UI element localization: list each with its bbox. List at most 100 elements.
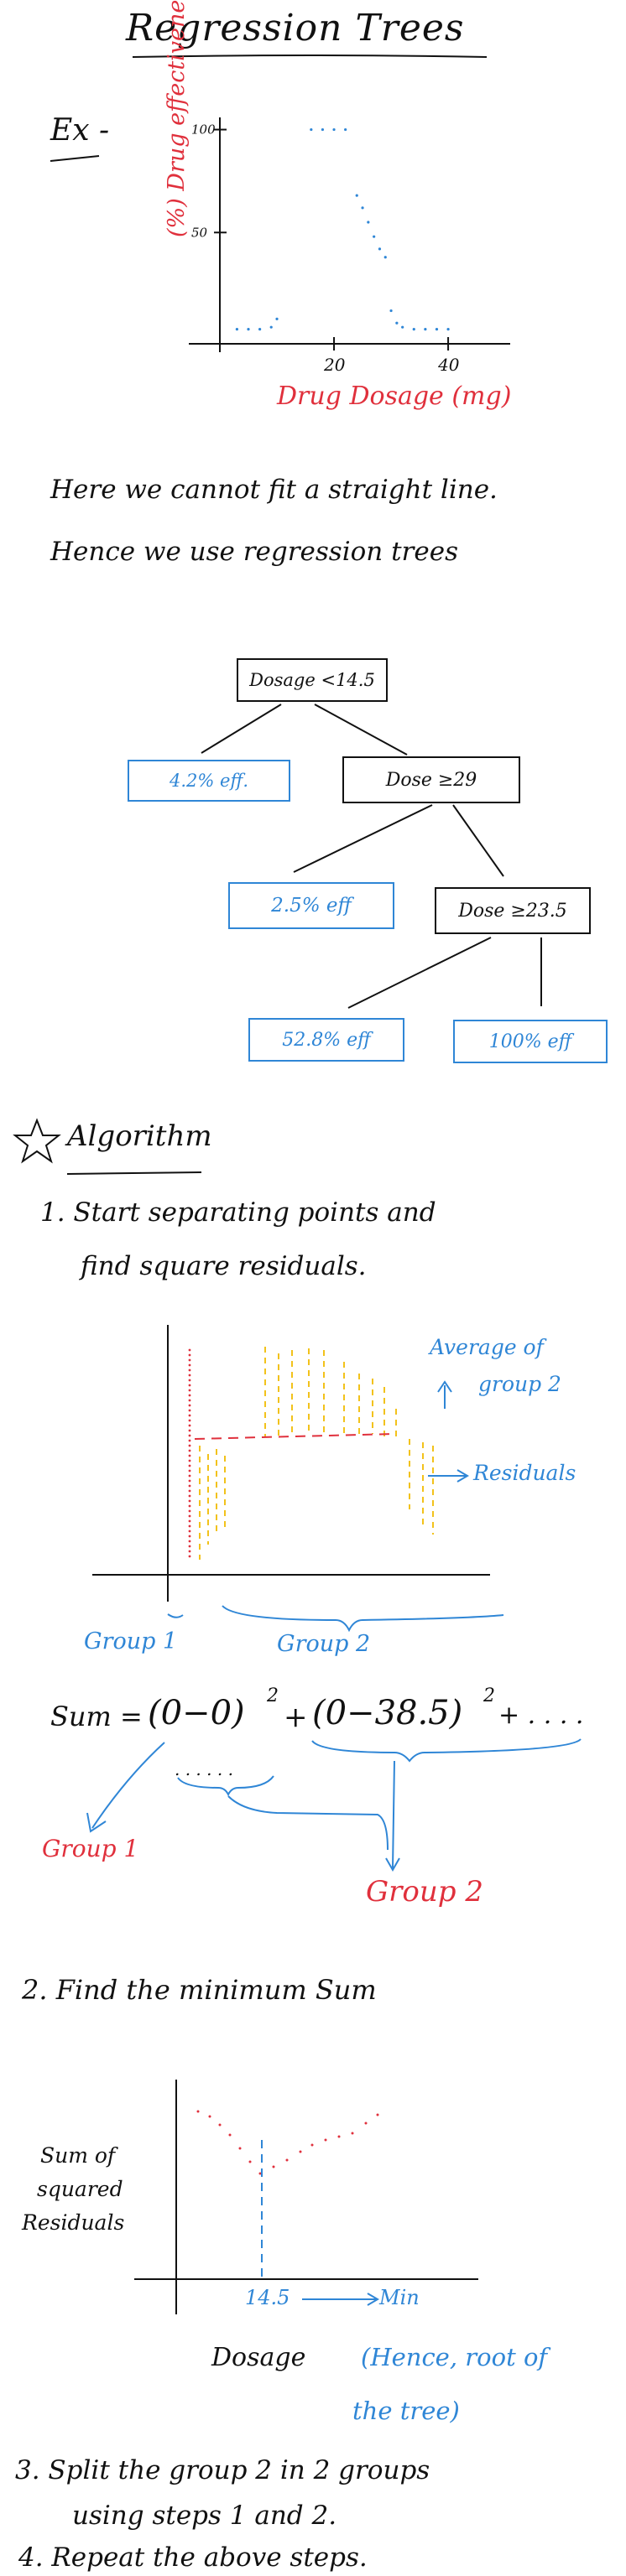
chart1-point bbox=[269, 325, 273, 329]
group1-point bbox=[188, 1434, 191, 1437]
ssr-point bbox=[376, 2113, 379, 2116]
chart1-point bbox=[446, 328, 450, 331]
example-label-underline bbox=[50, 155, 100, 162]
formula-dots: . . . . . . bbox=[175, 1759, 233, 1779]
ssr-point bbox=[196, 2110, 200, 2113]
chart1-x-tick-label: 40 bbox=[437, 355, 460, 375]
example-label: Ex - bbox=[50, 113, 110, 148]
tree-root-node: Dosage <14.5 bbox=[237, 658, 388, 702]
ssr-point bbox=[337, 2135, 341, 2138]
ssr-point bbox=[228, 2133, 232, 2137]
chart3-ylabel-line-3: Residuals bbox=[22, 2210, 125, 2235]
chart1-point bbox=[321, 127, 325, 132]
average-label-line-2: group 2 bbox=[478, 1372, 561, 1396]
group1-point bbox=[188, 1444, 191, 1447]
note-line-1: Here we cannot fit a straight line. bbox=[50, 475, 498, 505]
chart1-point bbox=[395, 321, 399, 325]
tree-edges bbox=[201, 704, 542, 1009]
chart1-point bbox=[424, 328, 427, 331]
chart3-note-line-1: (Hence, root of bbox=[361, 2343, 548, 2371]
title-underline bbox=[132, 55, 488, 58]
chart1-y-tick-label: 50 bbox=[191, 225, 208, 240]
group1-label: Group 1 bbox=[84, 1628, 178, 1654]
group1-point bbox=[188, 1459, 191, 1462]
formula-tail: + . . . . bbox=[498, 1701, 584, 1730]
ssr-point bbox=[238, 2147, 242, 2150]
group1-point bbox=[188, 1439, 191, 1442]
group1-point bbox=[188, 1424, 191, 1427]
group1-point bbox=[188, 1353, 191, 1357]
min-label: Min bbox=[379, 2286, 420, 2309]
residuals-chart bbox=[92, 1325, 504, 1633]
tree-rr-node: Dose ≥23.5 bbox=[435, 887, 591, 934]
chart1-point bbox=[332, 127, 336, 132]
group1-point bbox=[188, 1499, 191, 1503]
formula-annotations bbox=[86, 1738, 582, 1872]
chart1-xlabel: Drug Dosage (mg) bbox=[277, 382, 512, 411]
group1-point bbox=[188, 1409, 191, 1412]
chart1-point bbox=[378, 247, 382, 251]
group1-point bbox=[188, 1524, 191, 1528]
group1-point bbox=[188, 1429, 191, 1432]
ssr-point bbox=[364, 2122, 368, 2125]
chart1-point bbox=[435, 328, 439, 331]
chart1-point bbox=[247, 328, 250, 331]
group1-point bbox=[188, 1545, 191, 1548]
group1-point bbox=[188, 1474, 191, 1478]
group1-point bbox=[188, 1555, 191, 1558]
ssr-point bbox=[272, 2165, 275, 2168]
algorithm-heading: Algorithm bbox=[67, 1119, 212, 1153]
group1-point bbox=[188, 1479, 191, 1483]
group1-point bbox=[188, 1454, 191, 1457]
chart1-point bbox=[373, 235, 376, 238]
formula-term-1: (0−0) bbox=[148, 1694, 245, 1732]
group1-point bbox=[188, 1358, 191, 1362]
group1-point bbox=[188, 1469, 191, 1472]
group1-point bbox=[188, 1379, 191, 1382]
chart3-ylabel-line-2: squared bbox=[37, 2177, 123, 2201]
step3-line-1: 3. Split the group 2 in 2 groups bbox=[15, 2455, 430, 2485]
step1-line-2: find square residuals. bbox=[81, 1251, 367, 1281]
tree-rl-leaf: 2.5% eff bbox=[228, 882, 394, 929]
sum-squared-residuals-chart bbox=[134, 2080, 478, 2314]
tree-rrr-leaf: 100% eff bbox=[453, 1020, 608, 1063]
group1-point bbox=[188, 1449, 191, 1452]
chart1-point bbox=[401, 325, 404, 329]
group1-point bbox=[188, 1399, 191, 1402]
group1-point bbox=[188, 1484, 191, 1488]
ssr-point bbox=[218, 2123, 222, 2127]
ssr-point bbox=[324, 2138, 327, 2142]
star-outline-icon bbox=[13, 1118, 61, 1164]
group1-point bbox=[188, 1509, 191, 1513]
group2-label: Group 2 bbox=[277, 1631, 371, 1657]
ssr-point bbox=[248, 2160, 252, 2163]
chart3-ylabel-line-1: Sum of bbox=[40, 2143, 116, 2168]
step4-text: 4. Repeat the above steps. bbox=[18, 2542, 368, 2573]
group1-point bbox=[188, 1363, 191, 1367]
formula-lhs: Sum = bbox=[50, 1701, 143, 1732]
algorithm-underline bbox=[66, 1171, 202, 1175]
formula-term-2: (0−38.5) bbox=[312, 1694, 463, 1732]
note-line-2: Hence we use regression trees bbox=[50, 537, 458, 567]
chart1-point bbox=[275, 317, 279, 320]
chart1-point bbox=[355, 194, 358, 197]
group1-point bbox=[188, 1368, 191, 1372]
formula-exp-2: 2 bbox=[483, 1685, 495, 1706]
group1-point bbox=[188, 1348, 191, 1352]
group1-brace bbox=[167, 1613, 184, 1618]
tree-rrl-leaf: 52.8% eff bbox=[248, 1018, 404, 1062]
group1-point bbox=[188, 1414, 191, 1417]
chart1-point bbox=[361, 206, 364, 210]
group1-point bbox=[188, 1404, 191, 1407]
group1-point bbox=[188, 1514, 191, 1518]
chart1-point bbox=[344, 127, 347, 132]
formula-group1-label: Group 1 bbox=[42, 1835, 139, 1862]
group1-point bbox=[188, 1519, 191, 1523]
chart1-point bbox=[367, 221, 370, 224]
ssr-point bbox=[299, 2150, 302, 2153]
chart1-point bbox=[235, 328, 239, 331]
chart3-note-line-2: the tree) bbox=[352, 2397, 460, 2425]
chart3-xlabel: Dosage bbox=[211, 2343, 306, 2372]
ssr-point bbox=[310, 2143, 314, 2147]
min-value-label: 14.5 bbox=[245, 2286, 290, 2309]
